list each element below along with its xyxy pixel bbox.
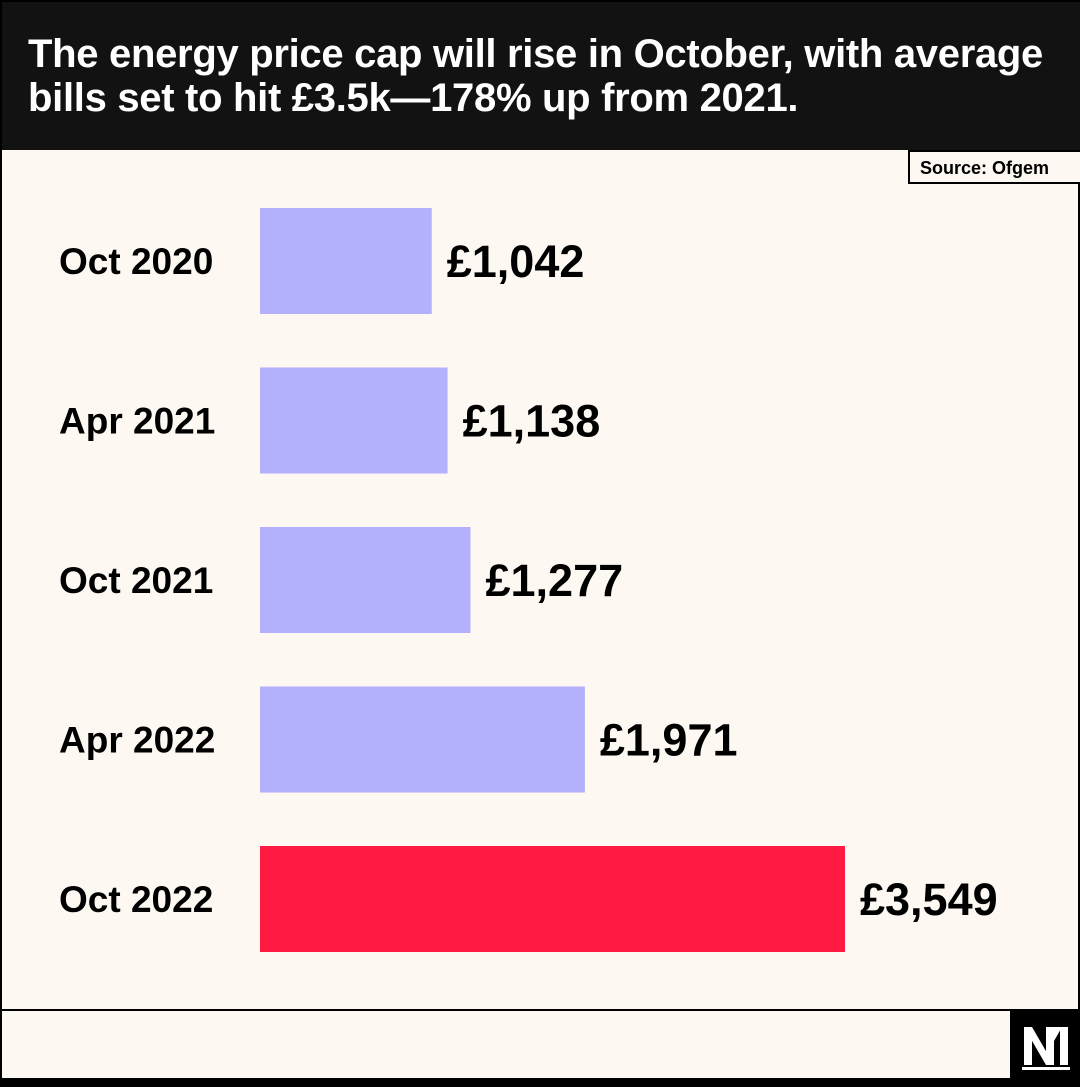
header-banner: The energy price cap will rise in Octobe…: [2, 2, 1080, 150]
category-label: Oct 2020: [59, 241, 213, 282]
bar: [260, 686, 585, 793]
bar: [260, 846, 845, 952]
source-badge: Source: Ofgem: [908, 150, 1080, 184]
value-label: £3,549: [860, 874, 998, 925]
category-label: Apr 2021: [59, 401, 215, 442]
chart-title: The energy price cap will rise in Octobe…: [28, 32, 1043, 120]
bar: [260, 208, 432, 314]
value-label: £1,277: [485, 555, 623, 606]
category-label: Apr 2022: [59, 720, 215, 761]
category-label: Oct 2022: [59, 879, 213, 920]
value-label: £1,042: [447, 236, 585, 287]
footer-divider: [2, 1009, 1080, 1011]
bar: [260, 527, 471, 633]
value-label: £1,971: [600, 715, 738, 766]
bar: [260, 367, 448, 474]
value-label: £1,138: [463, 396, 601, 447]
category-label: Oct 2021: [59, 560, 213, 601]
publisher-logo-icon: [1010, 1011, 1080, 1082]
source-label: Source: Ofgem: [920, 158, 1050, 178]
